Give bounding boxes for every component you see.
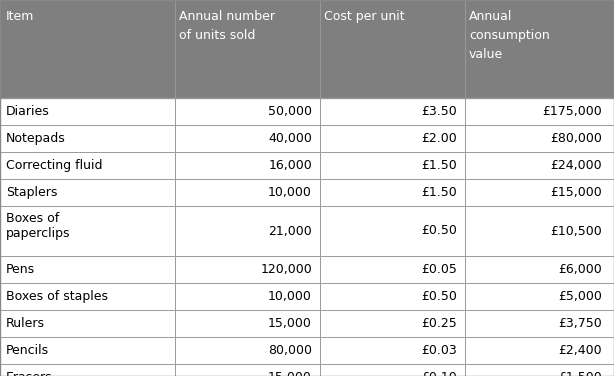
Text: Cost per unit: Cost per unit <box>324 10 405 23</box>
Text: £0.50: £0.50 <box>421 224 457 238</box>
Text: Pens: Pens <box>6 263 35 276</box>
Bar <box>0 310 614 337</box>
Text: £2,400: £2,400 <box>558 344 602 357</box>
Text: Annual number
of units sold: Annual number of units sold <box>179 10 275 42</box>
Bar <box>0 364 614 376</box>
Bar <box>0 206 614 256</box>
Text: Correcting fluid: Correcting fluid <box>6 159 103 172</box>
Bar <box>0 256 614 283</box>
Text: £15,000: £15,000 <box>550 186 602 199</box>
Text: 10,000: 10,000 <box>268 290 312 303</box>
Text: £0.10: £0.10 <box>421 371 457 376</box>
Text: 15,000: 15,000 <box>268 371 312 376</box>
Text: Diaries: Diaries <box>6 105 50 118</box>
Bar <box>0 0 614 98</box>
Bar <box>0 125 614 152</box>
Text: £3.50: £3.50 <box>421 105 457 118</box>
Text: 16,000: 16,000 <box>268 159 312 172</box>
Text: £10,500: £10,500 <box>550 224 602 238</box>
Text: £1.50: £1.50 <box>421 159 457 172</box>
Text: £175,000: £175,000 <box>542 105 602 118</box>
Text: 50,000: 50,000 <box>268 105 312 118</box>
Text: £0.03: £0.03 <box>421 344 457 357</box>
Text: £2.00: £2.00 <box>421 132 457 145</box>
Text: Pencils: Pencils <box>6 344 49 357</box>
Text: Erasers: Erasers <box>6 371 53 376</box>
Text: £5,000: £5,000 <box>558 290 602 303</box>
Text: 15,000: 15,000 <box>268 317 312 330</box>
Text: 40,000: 40,000 <box>268 132 312 145</box>
Text: £0.25: £0.25 <box>421 317 457 330</box>
Text: £0.50: £0.50 <box>421 290 457 303</box>
Bar <box>0 152 614 179</box>
Text: Notepads: Notepads <box>6 132 66 145</box>
Text: 120,000: 120,000 <box>260 263 312 276</box>
Text: 10,000: 10,000 <box>268 186 312 199</box>
Text: Boxes of
paperclips: Boxes of paperclips <box>6 212 71 240</box>
Text: Item: Item <box>6 10 34 23</box>
Text: Annual
consumption
value: Annual consumption value <box>469 10 550 61</box>
Text: 21,000: 21,000 <box>268 224 312 238</box>
Text: £24,000: £24,000 <box>550 159 602 172</box>
Text: £1.50: £1.50 <box>421 186 457 199</box>
Text: £80,000: £80,000 <box>550 132 602 145</box>
Bar <box>0 179 614 206</box>
Text: £0.05: £0.05 <box>421 263 457 276</box>
Text: Boxes of staples: Boxes of staples <box>6 290 108 303</box>
Text: £1,500: £1,500 <box>558 371 602 376</box>
Text: Staplers: Staplers <box>6 186 57 199</box>
Text: £6,000: £6,000 <box>558 263 602 276</box>
Bar <box>0 283 614 310</box>
Bar <box>0 337 614 364</box>
Text: Rulers: Rulers <box>6 317 45 330</box>
Text: £3,750: £3,750 <box>558 317 602 330</box>
Text: 80,000: 80,000 <box>268 344 312 357</box>
Bar <box>0 98 614 125</box>
